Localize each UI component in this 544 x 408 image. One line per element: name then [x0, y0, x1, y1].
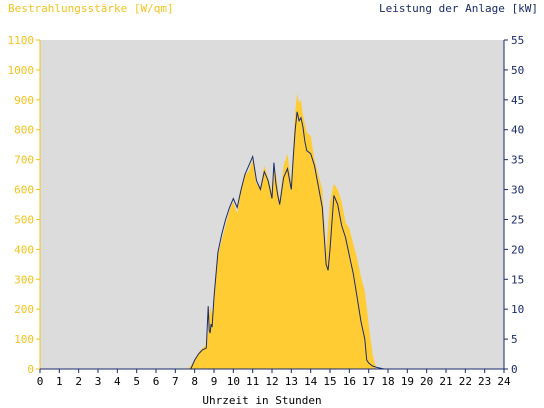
left-tick-label: 1100: [8, 34, 35, 47]
right-tick-label: 50: [511, 64, 524, 77]
x-tick-label: 24: [497, 375, 511, 388]
x-tick-label: 9: [211, 375, 218, 388]
left-tick-label: 0: [27, 363, 34, 376]
x-tick-label: 12: [265, 375, 278, 388]
right-tick-label: 30: [511, 184, 524, 197]
x-tick-label: 11: [246, 375, 259, 388]
left-tick-label: 500: [14, 213, 34, 226]
x-tick-label: 23: [478, 375, 491, 388]
x-tick-label: 4: [114, 375, 121, 388]
x-tick-label: 14: [304, 375, 318, 388]
x-axis-title: Uhrzeit in Stunden: [202, 394, 321, 407]
x-tick-label: 18: [381, 375, 394, 388]
right-tick-label: 45: [511, 94, 524, 107]
x-tick-label: 17: [362, 375, 375, 388]
x-tick-label: 19: [401, 375, 414, 388]
x-tick-label: 13: [285, 375, 298, 388]
x-tick-label: 16: [343, 375, 356, 388]
right-tick-label: 35: [511, 154, 524, 167]
right-tick-label: 15: [511, 273, 524, 286]
right-tick-label: 40: [511, 124, 524, 137]
x-tick-label: 5: [133, 375, 140, 388]
right-tick-label: 0: [511, 363, 518, 376]
x-tick-label: 8: [191, 375, 198, 388]
right-axis-title: Leistung der Anlage [kW]: [379, 2, 538, 15]
x-tick-label: 6: [153, 375, 160, 388]
x-tick-label: 0: [37, 375, 44, 388]
x-tick-label: 20: [420, 375, 433, 388]
left-tick-label: 100: [14, 333, 34, 346]
x-tick-label: 21: [439, 375, 452, 388]
x-tick-label: 15: [323, 375, 336, 388]
right-tick-label: 20: [511, 243, 524, 256]
left-tick-label: 600: [14, 184, 34, 197]
left-tick-label: 800: [14, 124, 34, 137]
irradiance-area: [40, 93, 504, 370]
right-tick-label: 25: [511, 213, 524, 226]
x-tick-label: 10: [227, 375, 240, 388]
left-tick-label: 300: [14, 273, 34, 286]
x-tick-label: 7: [172, 375, 179, 388]
right-tick-label: 55: [511, 34, 524, 47]
x-tick-label: 1: [56, 375, 63, 388]
left-tick-label: 200: [14, 303, 34, 316]
left-tick-label: 900: [14, 94, 34, 107]
right-tick-label: 5: [511, 333, 518, 346]
x-tick-label: 3: [95, 375, 102, 388]
left-tick-label: 400: [14, 243, 34, 256]
left-axis-title: Bestrahlungsstärke [W/qm]: [8, 2, 174, 15]
x-tick-label: 2: [75, 375, 82, 388]
left-tick-label: 1000: [8, 64, 35, 77]
x-tick-label: 22: [459, 375, 472, 388]
right-tick-label: 10: [511, 303, 524, 316]
left-tick-label: 700: [14, 154, 34, 167]
power-line: [40, 111, 504, 370]
